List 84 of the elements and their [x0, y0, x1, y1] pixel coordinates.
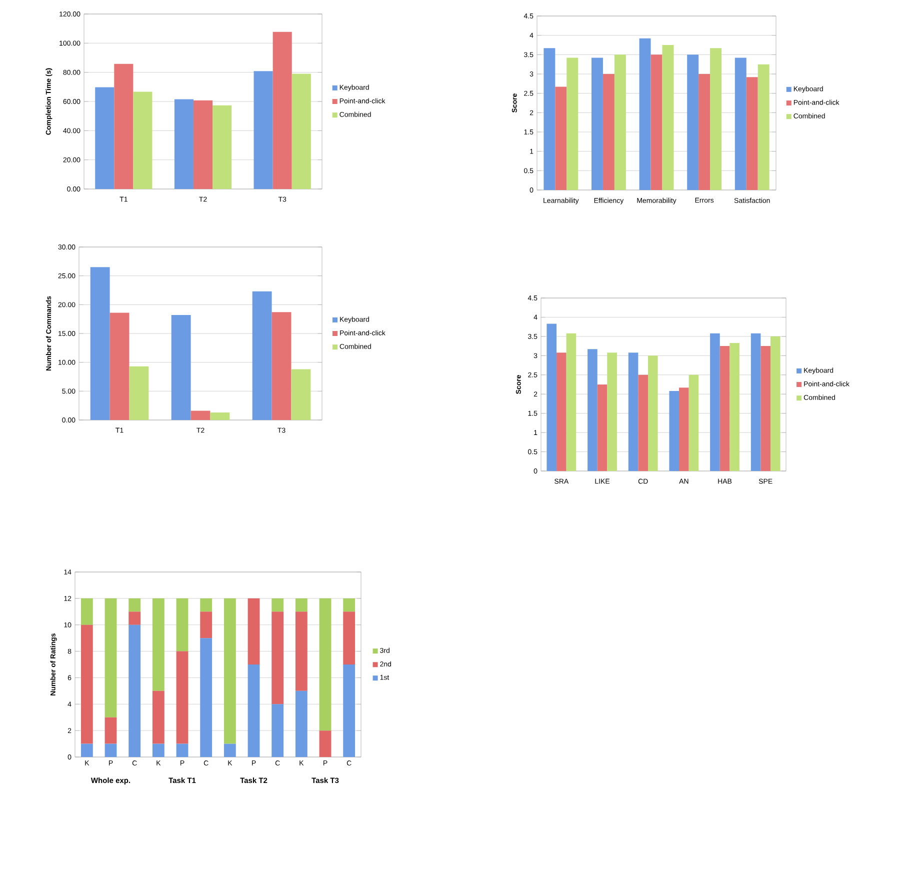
- bar: [319, 598, 332, 731]
- bar: [95, 87, 114, 189]
- bar: [295, 598, 308, 612]
- bar: [200, 638, 212, 757]
- bar: [544, 48, 556, 190]
- bar: [679, 388, 689, 471]
- bar: [128, 598, 141, 612]
- bar: [650, 54, 662, 190]
- bar: [291, 369, 311, 420]
- bar: [224, 744, 236, 757]
- bar: [628, 352, 638, 471]
- bar: [174, 99, 194, 189]
- bar: [588, 349, 598, 471]
- bar: [746, 77, 758, 190]
- bar: [319, 730, 332, 757]
- bar: [710, 333, 720, 471]
- bar: [592, 58, 603, 190]
- bar: [200, 598, 212, 612]
- bar: [114, 64, 134, 189]
- bar: [698, 74, 710, 190]
- bar: [614, 54, 626, 190]
- bar: [80, 624, 93, 744]
- bar: [272, 704, 284, 757]
- bar: [252, 291, 272, 420]
- bar: [760, 346, 770, 471]
- bar: [190, 410, 210, 420]
- bar: [176, 651, 188, 744]
- bar: [152, 598, 164, 691]
- bar: [638, 374, 648, 471]
- bar: [669, 391, 680, 471]
- bar: [730, 342, 740, 471]
- bar: [555, 86, 567, 190]
- bar: [152, 690, 164, 744]
- bar: [602, 74, 614, 190]
- bar: [171, 315, 191, 420]
- bar: [750, 333, 761, 471]
- bar: [566, 333, 576, 471]
- bar: [90, 267, 110, 420]
- bar: [248, 598, 260, 664]
- bar: [648, 356, 658, 471]
- bar: [556, 352, 566, 471]
- bar: [546, 324, 557, 471]
- bar: [193, 100, 213, 189]
- bar: [272, 598, 284, 612]
- bar: [687, 54, 699, 190]
- bar: [152, 744, 164, 757]
- bar: [200, 612, 212, 638]
- bar: [104, 598, 117, 718]
- bar: [104, 717, 117, 744]
- bar: [272, 312, 292, 420]
- bar: [224, 598, 236, 744]
- bar: [210, 412, 230, 420]
- bar: [343, 598, 356, 612]
- bar: [566, 58, 578, 190]
- bar: [295, 690, 308, 757]
- bar: [758, 64, 770, 190]
- bar: [129, 366, 149, 420]
- bar: [720, 346, 730, 471]
- bar: [343, 664, 356, 757]
- bar: [176, 744, 188, 757]
- bar: [80, 744, 93, 757]
- bar: [128, 612, 141, 625]
- bar: [80, 598, 93, 625]
- bar: [639, 38, 651, 190]
- bar: [133, 92, 152, 189]
- bar: [688, 374, 699, 471]
- bar: [110, 312, 130, 420]
- bar: [662, 44, 674, 190]
- bar: [272, 32, 292, 189]
- bar: [272, 612, 284, 704]
- bar: [254, 71, 273, 189]
- bar: [607, 352, 617, 471]
- bar: [770, 336, 780, 471]
- bar: [343, 612, 356, 664]
- bar: [248, 664, 260, 757]
- bar: [176, 598, 188, 652]
- bar: [212, 105, 232, 189]
- bar: [597, 384, 608, 471]
- bar: [734, 58, 746, 190]
- bar: [104, 744, 117, 757]
- bar: [292, 74, 311, 189]
- bar: [128, 624, 141, 757]
- bar: [710, 48, 722, 190]
- bar: [295, 612, 308, 691]
